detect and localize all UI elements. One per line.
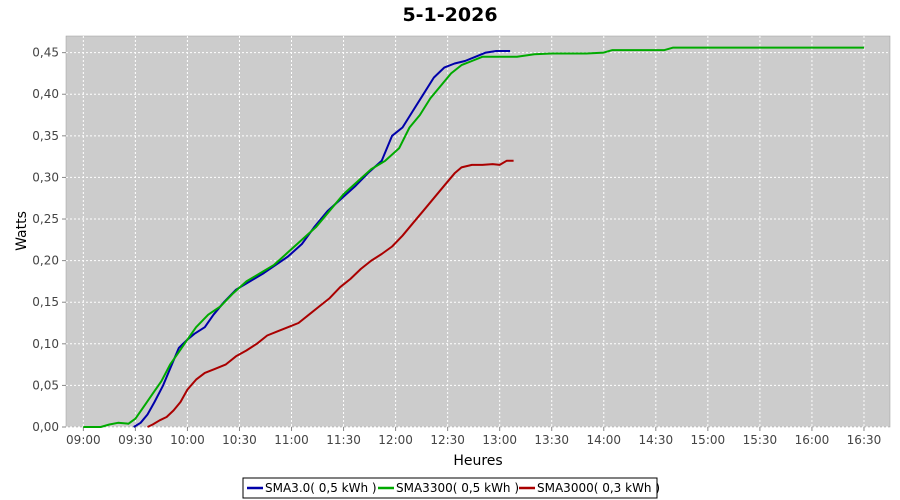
- x-tick-label: 13:00: [482, 433, 517, 447]
- chart-title: 5-1-2026: [402, 4, 497, 26]
- y-axis-label: Watts: [14, 211, 30, 251]
- y-tick-label: 0,00: [32, 420, 59, 434]
- x-tick-label: 09:30: [118, 433, 153, 447]
- y-tick-label: 0,05: [32, 378, 59, 392]
- x-tick-label: 11:00: [274, 433, 309, 447]
- x-axis-label: Heures: [453, 453, 502, 469]
- series-line-0: [133, 50, 511, 428]
- axes: 09:00 09:30 10:00 10:30 11:00 11:30 12:00 12:30…: [32, 46, 881, 447]
- y-tick-label: 0,20: [32, 254, 59, 268]
- y-tick-label: 0,30: [32, 170, 59, 184]
- series-group: [83, 46, 864, 428]
- legend: SMA3.0( 0,5 kWh ) SMA3300( 0,5 kWh ) SMA30…: [242, 477, 660, 499]
- x-tick-label: 16:30: [847, 433, 882, 447]
- y-tick-label: 0,45: [32, 46, 59, 60]
- legend-label-1: SMA3300( 0,5 kWh ): [396, 481, 519, 495]
- series-line-1: [83, 46, 864, 428]
- x-tick-label: 15:00: [691, 433, 726, 447]
- y-tick-label: 0,15: [32, 295, 59, 309]
- x-tick-label: 12:30: [430, 433, 465, 447]
- plot-area: [65, 35, 891, 428]
- x-tick-label: 11:30: [326, 433, 361, 447]
- legend-label-2: SMA3000( 0,3 kWh ): [537, 481, 660, 495]
- x-tick-label: 14:30: [639, 433, 674, 447]
- x-tick-label: 16:00: [795, 433, 830, 447]
- x-tick-label: 10:00: [170, 433, 205, 447]
- x-tick-label: 10:30: [222, 433, 257, 447]
- x-tick-label: 12:00: [378, 433, 413, 447]
- legend-label-0: SMA3.0( 0,5 kWh ): [265, 481, 377, 495]
- y-tick-label: 0,35: [32, 129, 59, 143]
- x-tick-label: 09:00: [66, 433, 101, 447]
- series-line-2: [147, 159, 514, 428]
- x-tick-label: 14:00: [586, 433, 621, 447]
- y-tick-label: 0,40: [32, 87, 59, 101]
- x-tick-label: 15:30: [743, 433, 778, 447]
- legend-box: [242, 477, 658, 499]
- gridlines: [66, 36, 890, 428]
- y-tick-label: 0,25: [32, 212, 59, 226]
- x-tick-label: 13:30: [534, 433, 569, 447]
- y-tick-label: 0,10: [32, 337, 59, 351]
